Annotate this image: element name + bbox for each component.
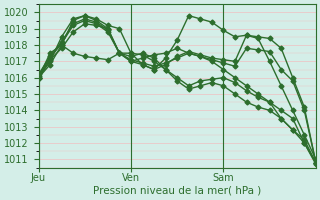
X-axis label: Pression niveau de la mer( hPa ): Pression niveau de la mer( hPa ) <box>93 186 261 196</box>
